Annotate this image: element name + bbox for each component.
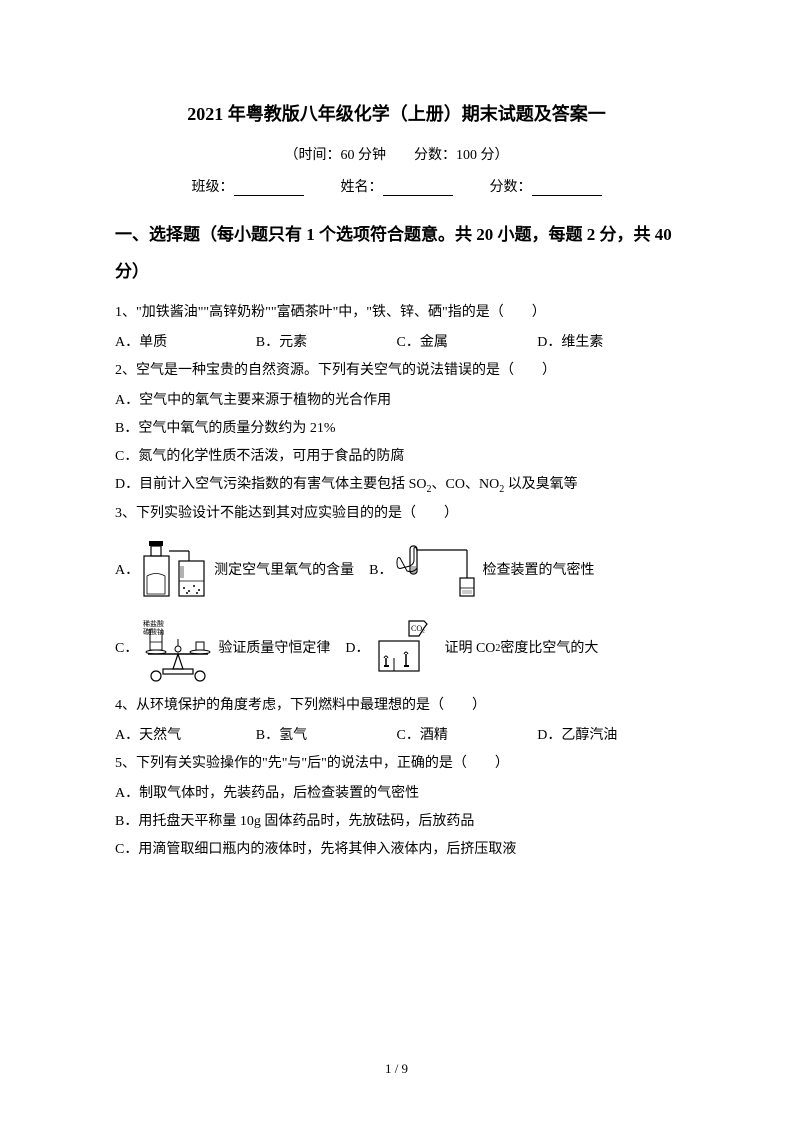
q2-b: B．空气中氧气的质量分数约为 21%: [115, 415, 678, 443]
svg-text:稀盐酸: 稀盐酸: [143, 619, 164, 628]
class-blank: [234, 182, 304, 196]
label-name: 姓名：: [341, 180, 383, 195]
q2-a: A．空气中的氧气主要来源于植物的光合作用: [115, 387, 678, 415]
q3-b-item: B． 检查装置的气密性: [369, 538, 594, 603]
q3-c-item: C． 稀盐酸 碳酸钠 验证质量守恒定律: [115, 614, 330, 684]
page-footer: 1 / 9: [0, 1061, 793, 1077]
q3-a-item: A． 测定空气里氧气的含量: [115, 536, 354, 606]
q4-a: A．天然气: [115, 722, 256, 750]
q3-d-suffix: 密度比空气的大: [500, 635, 598, 663]
q2-text: 2、空气是一种宝贵的自然资源。下列有关空气的说法错误的是（ ）: [115, 357, 678, 385]
q1-b: B．元素: [256, 329, 397, 357]
q4-options: A．天然气 B．氢气 C．酒精 D．乙醇汽油: [115, 722, 678, 750]
q5-c: C．用滴管取细口瓶内的液体时，先将其伸入液体内，后挤压取液: [115, 836, 678, 864]
q5-a: A．制取气体时，先装药品，后检查装置的气密性: [115, 780, 678, 808]
q3-row2: C． 稀盐酸 碳酸钠 验证质量守恒定律 D． CO₂: [115, 614, 678, 684]
q4-b: B．氢气: [256, 722, 397, 750]
doc-subtitle: （时间：60 分钟 分数：100 分）: [115, 144, 678, 164]
co2-label: CO₂: [411, 624, 425, 633]
q3-d-label: D．: [345, 635, 369, 663]
q5-text: 5、下列有关实验操作的"先"与"后"的说法中，正确的是（ ）: [115, 750, 678, 778]
q1-c: C．金属: [397, 329, 538, 357]
q2-c: C．氮气的化学性质不活泼，可用于食品的防腐: [115, 443, 678, 471]
balance-scale-icon: 稀盐酸 碳酸钠: [138, 614, 218, 684]
doc-title: 2021 年粤教版八年级化学（上册）期末试题及答案一: [115, 100, 678, 126]
q2-d-suffix: 以及臭氧等: [504, 477, 578, 492]
q5-b: B．用托盘天平称量 10g 固体药品时，先放砝码，后放药品: [115, 808, 678, 836]
q3-d-item: D． CO₂ 证明 CO2密度比空气的大: [345, 616, 598, 681]
co2-pour-icon: CO₂: [369, 616, 444, 681]
q1-text: 1、"加铁酱油""高锌奶粉""富硒茶叶"中，"铁、锌、硒"指的是（ ）: [115, 299, 678, 327]
q1-d: D．维生素: [537, 329, 678, 357]
q2-d: D．目前计入空气污染指数的有害气体主要包括 SO2、CO、NO2 以及臭氧等: [115, 471, 678, 500]
score-blank: [532, 182, 602, 196]
q1-options: A．单质 B．元素 C．金属 D．维生素: [115, 329, 678, 357]
form-line: 班级： 姓名： 分数：: [115, 176, 678, 196]
q3-row1: A． 测定空气里氧气的含量 B．: [115, 536, 678, 606]
q3-d-prefix: 证明 CO: [444, 635, 495, 663]
name-blank: [383, 182, 453, 196]
q1-a: A．单质: [115, 329, 256, 357]
svg-text:碳酸钠: 碳酸钠: [143, 627, 164, 636]
q3-text: 3、下列实验设计不能达到其对应实验目的的是（ ）: [115, 500, 678, 528]
q2-d-prefix: D．目前计入空气污染指数的有害气体主要包括 SO: [115, 477, 427, 492]
q2-d-mid: 、CO、NO: [432, 477, 500, 492]
q4-c: C．酒精: [397, 722, 538, 750]
q3-b-label: B．: [369, 557, 392, 585]
q4-text: 4、从环境保护的角度考虑，下列燃料中最理想的是（ ）: [115, 692, 678, 720]
label-score: 分数：: [490, 180, 532, 195]
q3-c-label: C．: [115, 635, 138, 663]
tube-hand-icon: [392, 538, 482, 603]
label-class: 班级：: [192, 180, 234, 195]
q3-b-text: 检查装置的气密性: [482, 557, 594, 585]
q3-a-label: A．: [115, 557, 139, 585]
section-header: 一、选择题（每小题只有 1 个选项符合题意。共 20 小题，每题 2 分，共 4…: [115, 216, 678, 291]
q3-c-text: 验证质量守恒定律: [218, 635, 330, 663]
q4-d: D．乙醇汽油: [537, 722, 678, 750]
q3-a-text: 测定空气里氧气的含量: [214, 557, 354, 585]
flask-apparatus-icon: [139, 536, 214, 606]
